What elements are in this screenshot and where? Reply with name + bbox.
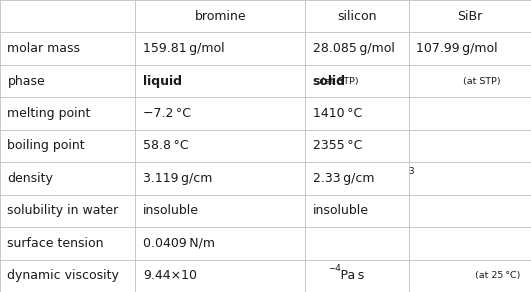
Text: bromine: bromine [194,10,246,23]
Text: (at STP): (at STP) [463,77,500,86]
Text: (at 25 °C): (at 25 °C) [475,271,520,280]
Text: 58.8 °C: 58.8 °C [143,140,189,152]
Text: density: density [7,172,53,185]
Text: (at STP): (at STP) [321,77,359,86]
Text: 1410 °C: 1410 °C [313,107,362,120]
Text: insoluble: insoluble [143,204,199,217]
Text: 0.0409 N/m: 0.0409 N/m [143,237,215,250]
Text: 28.085 g/mol: 28.085 g/mol [313,42,395,55]
Text: molar mass: molar mass [7,42,80,55]
Text: 9.44×10: 9.44×10 [143,269,197,282]
Text: 159.81 g/mol: 159.81 g/mol [143,42,225,55]
Text: boiling point: boiling point [7,140,85,152]
Text: melting point: melting point [7,107,91,120]
Text: 107.99 g/mol: 107.99 g/mol [416,42,498,55]
Text: 2.33 g/cm: 2.33 g/cm [313,172,374,185]
Text: solid: solid [313,74,346,88]
Text: Pa s: Pa s [338,269,364,282]
Text: phase: phase [7,74,45,88]
Text: dynamic viscosity: dynamic viscosity [7,269,119,282]
Text: 3.119 g/cm: 3.119 g/cm [143,172,212,185]
Text: 3: 3 [408,167,414,176]
Text: −7.2 °C: −7.2 °C [143,107,191,120]
Text: solubility in water: solubility in water [7,204,119,217]
Text: liquid: liquid [143,74,182,88]
Text: SiBr: SiBr [457,10,483,23]
Text: silicon: silicon [337,10,377,23]
Text: −4: −4 [328,264,341,273]
Text: insoluble: insoluble [313,204,369,217]
Text: 2355 °C: 2355 °C [313,140,362,152]
Text: surface tension: surface tension [7,237,104,250]
